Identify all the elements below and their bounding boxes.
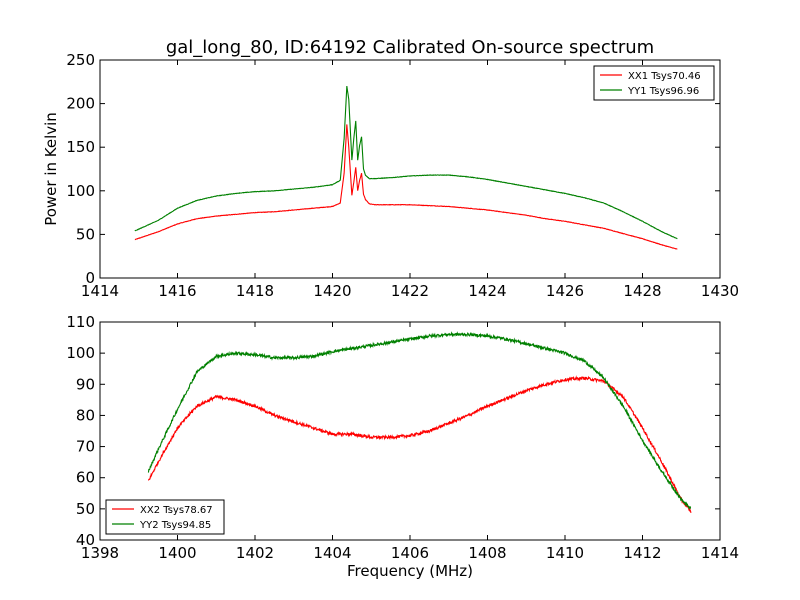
legend: XX1 Tsys70.46 YY1 Tsys96.96 bbox=[593, 65, 715, 101]
x-tick-label: 1428 bbox=[623, 282, 661, 300]
x-tick-label: 1414 bbox=[701, 544, 739, 562]
y-tick-label: 80 bbox=[76, 406, 95, 424]
y-tick-label: 100 bbox=[66, 344, 95, 362]
x-axis-label: Frequency (MHz) bbox=[347, 562, 473, 580]
y-tick-label: 50 bbox=[76, 225, 95, 243]
series-line-1-2 bbox=[134, 86, 678, 240]
y-tick-label: 70 bbox=[76, 438, 95, 456]
x-tick-label: 1424 bbox=[468, 282, 506, 300]
bottom-panel: 1398 1400 1402 1404 1406 1408 1410 1412 1414 40 50… bbox=[66, 313, 739, 562]
x-tick-label: 1402 bbox=[236, 544, 274, 562]
legend-entry: XX1 Tsys70.46 bbox=[628, 71, 701, 82]
series-line-1-1 bbox=[134, 124, 678, 250]
x-tick-label: 1426 bbox=[546, 282, 584, 300]
legend-entry: YY2 Tsys94.85 bbox=[139, 520, 211, 531]
y-tick-label: 50 bbox=[76, 500, 95, 518]
chart-title: gal_long_80, ID:64192 Calibrated On-sour… bbox=[166, 37, 654, 58]
series-line-2-2 bbox=[147, 331, 692, 510]
top-panel: 1414 1416 1418 1420 1422 1424 1426 1428 1430 0 50 1… bbox=[66, 51, 739, 300]
y-tick-label: 0 bbox=[85, 269, 95, 287]
legend: XX2 Tsys78.67 YY2 Tsys94.85 bbox=[105, 499, 225, 535]
x-tick-label: 1416 bbox=[158, 282, 196, 300]
x-tick-label: 1408 bbox=[468, 544, 506, 562]
x-tick-label: 1418 bbox=[236, 282, 274, 300]
y-axis-label: Power in Kelvin bbox=[42, 112, 60, 226]
x-tick-label: 1414 bbox=[81, 282, 119, 300]
y-tick-label: 90 bbox=[76, 375, 95, 393]
legend-entry: YY1 Tsys96.96 bbox=[627, 86, 699, 97]
y-tick-label: 200 bbox=[66, 95, 95, 113]
x-tick-label: 1400 bbox=[158, 544, 196, 562]
x-tick-label: 1410 bbox=[546, 544, 584, 562]
y-tick-label: 110 bbox=[66, 313, 95, 331]
x-tick-label: 1420 bbox=[313, 282, 351, 300]
x-tick-label: 1404 bbox=[313, 544, 351, 562]
y-tick-label: 250 bbox=[66, 51, 95, 69]
y-tick-label: 100 bbox=[66, 182, 95, 200]
y-tick-label: 60 bbox=[76, 469, 95, 487]
x-tick-label: 1398 bbox=[81, 544, 119, 562]
series-line-2-1 bbox=[147, 375, 692, 514]
y-tick-label: 40 bbox=[76, 531, 95, 549]
x-tick-label: 1422 bbox=[391, 282, 429, 300]
x-tick-label: 1412 bbox=[623, 544, 661, 562]
x-tick-label: 1430 bbox=[701, 282, 739, 300]
y-tick-label: 150 bbox=[66, 138, 95, 156]
x-tick-label: 1406 bbox=[391, 544, 429, 562]
legend-entry: XX2 Tsys78.67 bbox=[140, 505, 213, 516]
